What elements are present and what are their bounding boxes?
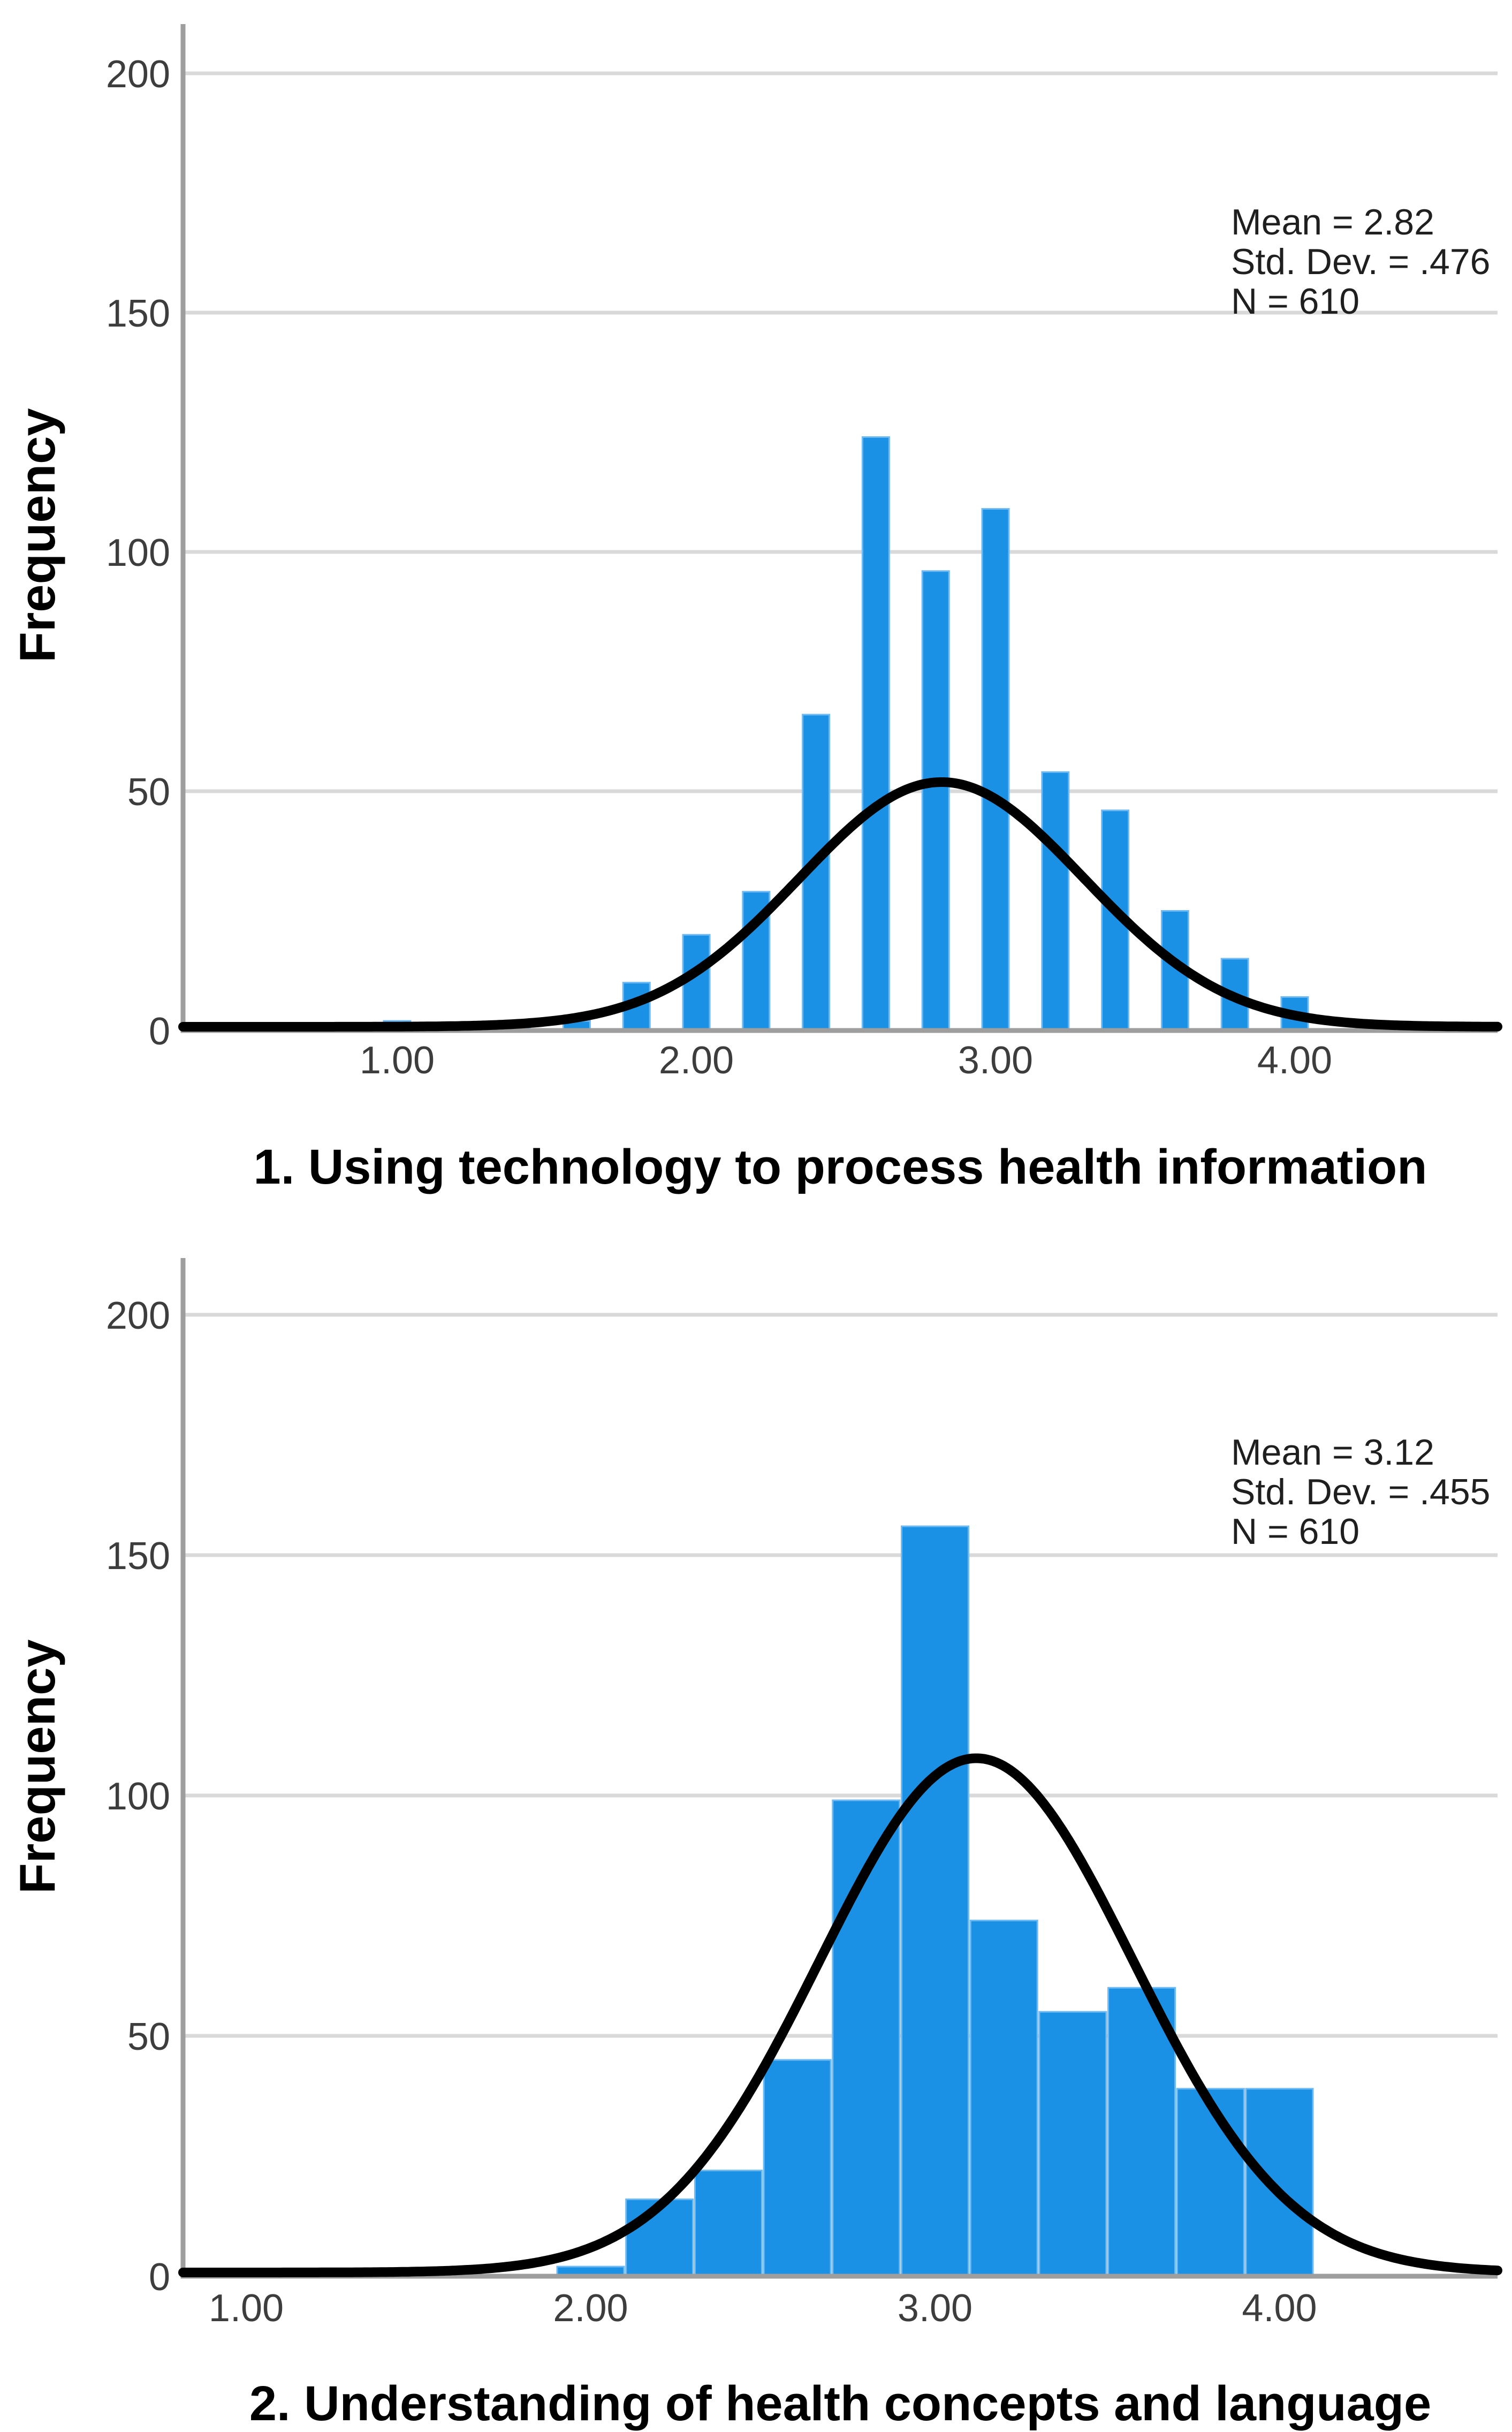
normal-curve [178, 777, 1502, 1032]
caption-chart1: 1. Using technology to process health in… [253, 1140, 1427, 1194]
x-tick-label: 2.00 [553, 2287, 628, 2330]
y-tick-label: 0 [149, 2256, 170, 2299]
y-tick-label: 100 [106, 532, 170, 574]
histogram-bar [1038, 2011, 1107, 2277]
x-tick-label: 1.00 [360, 1039, 435, 1082]
y-tick-label: 200 [106, 1294, 170, 1337]
histogram-bar [1176, 2088, 1245, 2277]
stats-box-chart1: Mean = 2.82 Std. Dev. = .476 N = 610 [1231, 202, 1490, 321]
stat-mean-chart1: Mean = 2.82 [1231, 202, 1434, 243]
histogram-bar [1245, 2088, 1314, 2277]
y-axis-title-chart2: Frequency [9, 1639, 65, 1894]
y-tick-label: 0 [149, 1010, 170, 1053]
x-tick-label: 2.00 [659, 1039, 734, 1082]
histogram-bar [1107, 1987, 1176, 2277]
histogram-bar [694, 2169, 763, 2277]
histogram-bar [861, 436, 890, 1032]
histogram-bar [763, 2059, 832, 2277]
histogram-bar [981, 508, 1010, 1032]
x-tick-label: 3.00 [958, 1039, 1033, 1082]
x-tick-label: 4.00 [1257, 1039, 1332, 1082]
y-axis-title-chart1: Frequency [9, 408, 65, 663]
histogram-bar [1041, 771, 1070, 1032]
stat-n-chart1: N = 610 [1231, 281, 1360, 322]
stats-box-chart2: Mean = 3.12 Std. Dev. = .455 N = 610 [1231, 1433, 1490, 1551]
y-tick-label: 100 [106, 1775, 170, 1818]
x-tick-label: 1.00 [209, 2287, 284, 2330]
x-tick-label: 3.00 [898, 2287, 972, 2330]
y-tick-label: 50 [127, 771, 170, 814]
x-tick-label: 4.00 [1242, 2287, 1317, 2330]
y-tick-label: 150 [106, 292, 170, 335]
histogram-bar [969, 1919, 1038, 2277]
y-tick-label: 200 [106, 53, 170, 96]
y-tick-label: 50 [127, 2016, 170, 2058]
y-tick-label: 150 [106, 1535, 170, 1578]
stat-n-chart2: N = 610 [1231, 1511, 1360, 1552]
histogram-bar [901, 1525, 969, 2277]
stat-stddev-chart1: Std. Dev. = .476 [1231, 241, 1491, 282]
histogram-bar [921, 570, 950, 1032]
stat-stddev-chart2: Std. Dev. = .455 [1231, 1472, 1491, 1512]
normal-curve [178, 1753, 1502, 2277]
stat-mean-chart2: Mean = 3.12 [1231, 1432, 1434, 1473]
caption-chart2: 2. Understanding of health concepts and … [249, 2376, 1432, 2431]
